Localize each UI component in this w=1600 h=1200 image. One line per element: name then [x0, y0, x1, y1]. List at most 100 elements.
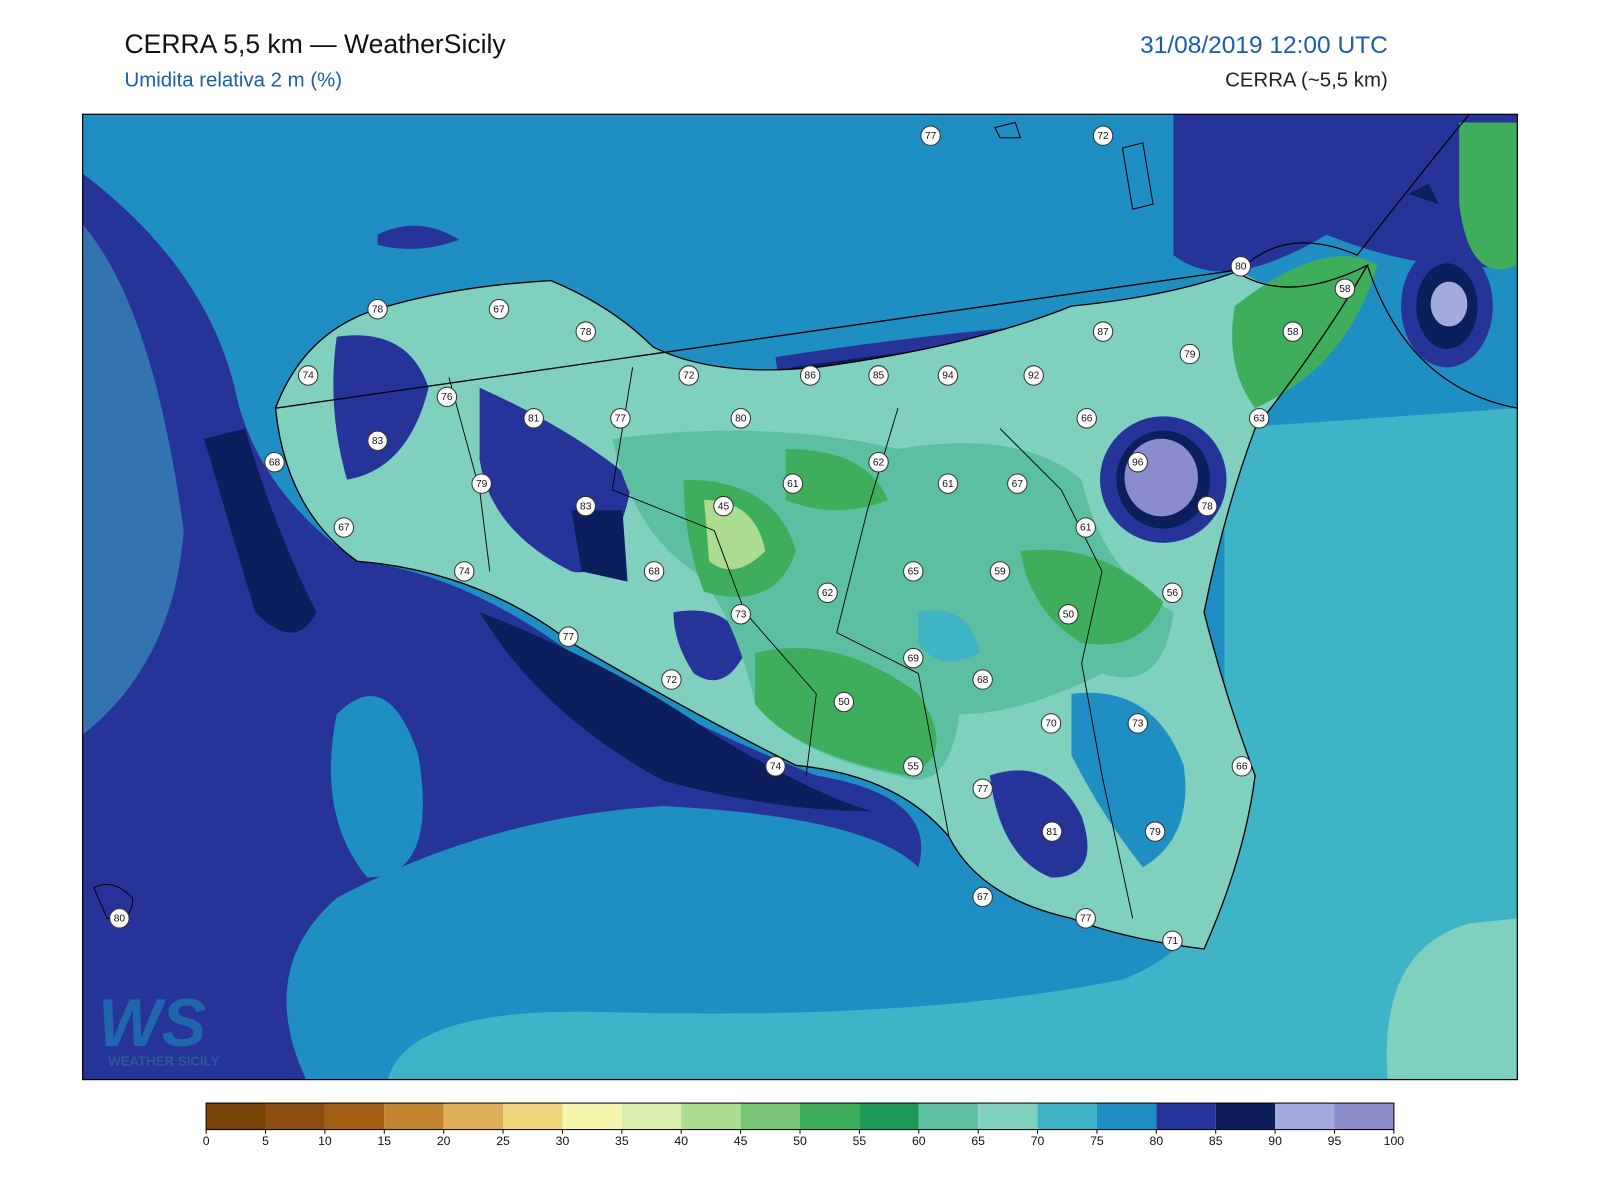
colorbar-tick-label: 40: [674, 1134, 688, 1148]
station-value: 87: [1097, 327, 1109, 338]
station-value: 73: [735, 609, 747, 620]
station: 55: [903, 756, 924, 777]
station-value: 94: [942, 371, 954, 382]
colorbar-tick-label: 90: [1268, 1134, 1282, 1148]
station-marker: [297, 365, 319, 386]
station: 61: [1075, 517, 1096, 538]
station-marker: [817, 582, 838, 604]
station-marker: [782, 473, 804, 494]
station: 73: [730, 604, 752, 625]
station-value: 58: [1339, 284, 1351, 295]
station: 92: [1023, 365, 1044, 386]
station-value: 79: [1184, 349, 1196, 360]
station-value: 79: [476, 479, 488, 490]
colorbar: 0 5 10 15 20 25 30 35 40 45 50 55 60 65 70 75 80 85 90 95 10…: [203, 1102, 1405, 1148]
colorbar-tick-label: 70: [1031, 1134, 1045, 1148]
station-marker: [488, 298, 510, 320]
station-marker: [1162, 582, 1183, 604]
model: CERRA (~5,5 km): [1225, 70, 1388, 92]
station-value: 92: [1028, 371, 1040, 382]
title: CERRA 5,5 km — WeatherSicily: [124, 29, 506, 59]
colorbar-swatch: [1037, 1103, 1097, 1130]
station: 74: [765, 756, 786, 777]
station-value: 67: [977, 892, 989, 903]
station-marker: [1092, 125, 1114, 146]
station-marker: [367, 298, 388, 320]
colorbar-tick-label: 25: [496, 1134, 510, 1148]
station-marker: [1092, 321, 1114, 342]
station-marker: [1162, 930, 1183, 952]
station-marker: [1041, 821, 1063, 842]
station-marker: [523, 408, 544, 429]
station-marker: [1127, 713, 1148, 734]
station: 80: [730, 408, 752, 429]
station-marker: [1231, 756, 1253, 777]
station-marker: [661, 669, 682, 690]
station: 72: [661, 669, 682, 690]
logo-mark: WS: [98, 986, 207, 1061]
station-marker: [1282, 321, 1304, 342]
station: 68: [972, 669, 993, 690]
colorbar-tick-label: 45: [734, 1134, 748, 1148]
station-marker: [678, 365, 699, 386]
colorbar-tick-label: 80: [1150, 1134, 1164, 1148]
station-value: 50: [1063, 609, 1075, 620]
colorbar-tick-label: 0: [203, 1134, 210, 1148]
station: 66: [1231, 756, 1253, 777]
station-value: 79: [1149, 827, 1161, 838]
colorbar-tick-label: 20: [437, 1134, 451, 1148]
station-value: 61: [1080, 523, 1092, 534]
colorbar-swatch: [740, 1103, 800, 1130]
station-marker: [1058, 604, 1079, 625]
station-value: 78: [372, 304, 384, 315]
station-marker: [972, 669, 993, 690]
colorbar-tick-label: 85: [1209, 1134, 1223, 1148]
station: 74: [297, 365, 319, 386]
station: 67: [488, 298, 510, 320]
colorbar-tick-label: 15: [377, 1134, 391, 1148]
colorbar-swatch: [324, 1103, 385, 1130]
station: 67: [972, 886, 993, 908]
station-value: 72: [666, 675, 678, 686]
station: 77: [558, 626, 579, 647]
station-value: 78: [580, 327, 592, 338]
station-marker: [989, 561, 1011, 582]
station: 86: [800, 365, 821, 386]
station-value: 55: [908, 762, 920, 773]
station: 77: [610, 408, 631, 429]
station: 77: [972, 778, 993, 799]
station-value: 78: [1201, 501, 1213, 512]
station-value: 77: [977, 784, 989, 795]
logo: WS WEATHER SICILY: [98, 986, 220, 1068]
station-marker: [1075, 908, 1096, 929]
colorbar-tick-label: 75: [1090, 1134, 1104, 1148]
station: 59: [989, 561, 1011, 582]
station-value: 67: [493, 304, 505, 315]
station: 70: [1040, 713, 1062, 734]
station-marker: [575, 321, 596, 342]
station: 72: [678, 365, 699, 386]
station-marker: [333, 517, 355, 538]
station: 45: [713, 495, 734, 517]
station-marker: [903, 647, 924, 669]
colorbar-tick-label: 100: [1384, 1134, 1405, 1148]
station: 85: [868, 365, 889, 386]
station-marker: [558, 626, 579, 647]
station-value: 67: [338, 523, 350, 534]
station-marker: [109, 908, 130, 929]
station: 78: [1196, 495, 1218, 517]
station-value: 66: [1081, 414, 1093, 425]
subtitle: Umidita relativa 2 m (%): [124, 70, 342, 92]
station: 58: [1282, 321, 1304, 342]
colorbar-tick-label: 95: [1328, 1134, 1342, 1148]
station: 76: [436, 386, 458, 408]
station-marker: [436, 386, 458, 408]
station: 77: [920, 125, 941, 146]
station-marker: [1196, 495, 1218, 517]
station-marker: [800, 365, 821, 386]
station-value: 58: [1287, 327, 1299, 338]
station-marker: [1023, 365, 1044, 386]
station-value: 56: [1167, 588, 1179, 599]
station-marker: [765, 756, 786, 777]
